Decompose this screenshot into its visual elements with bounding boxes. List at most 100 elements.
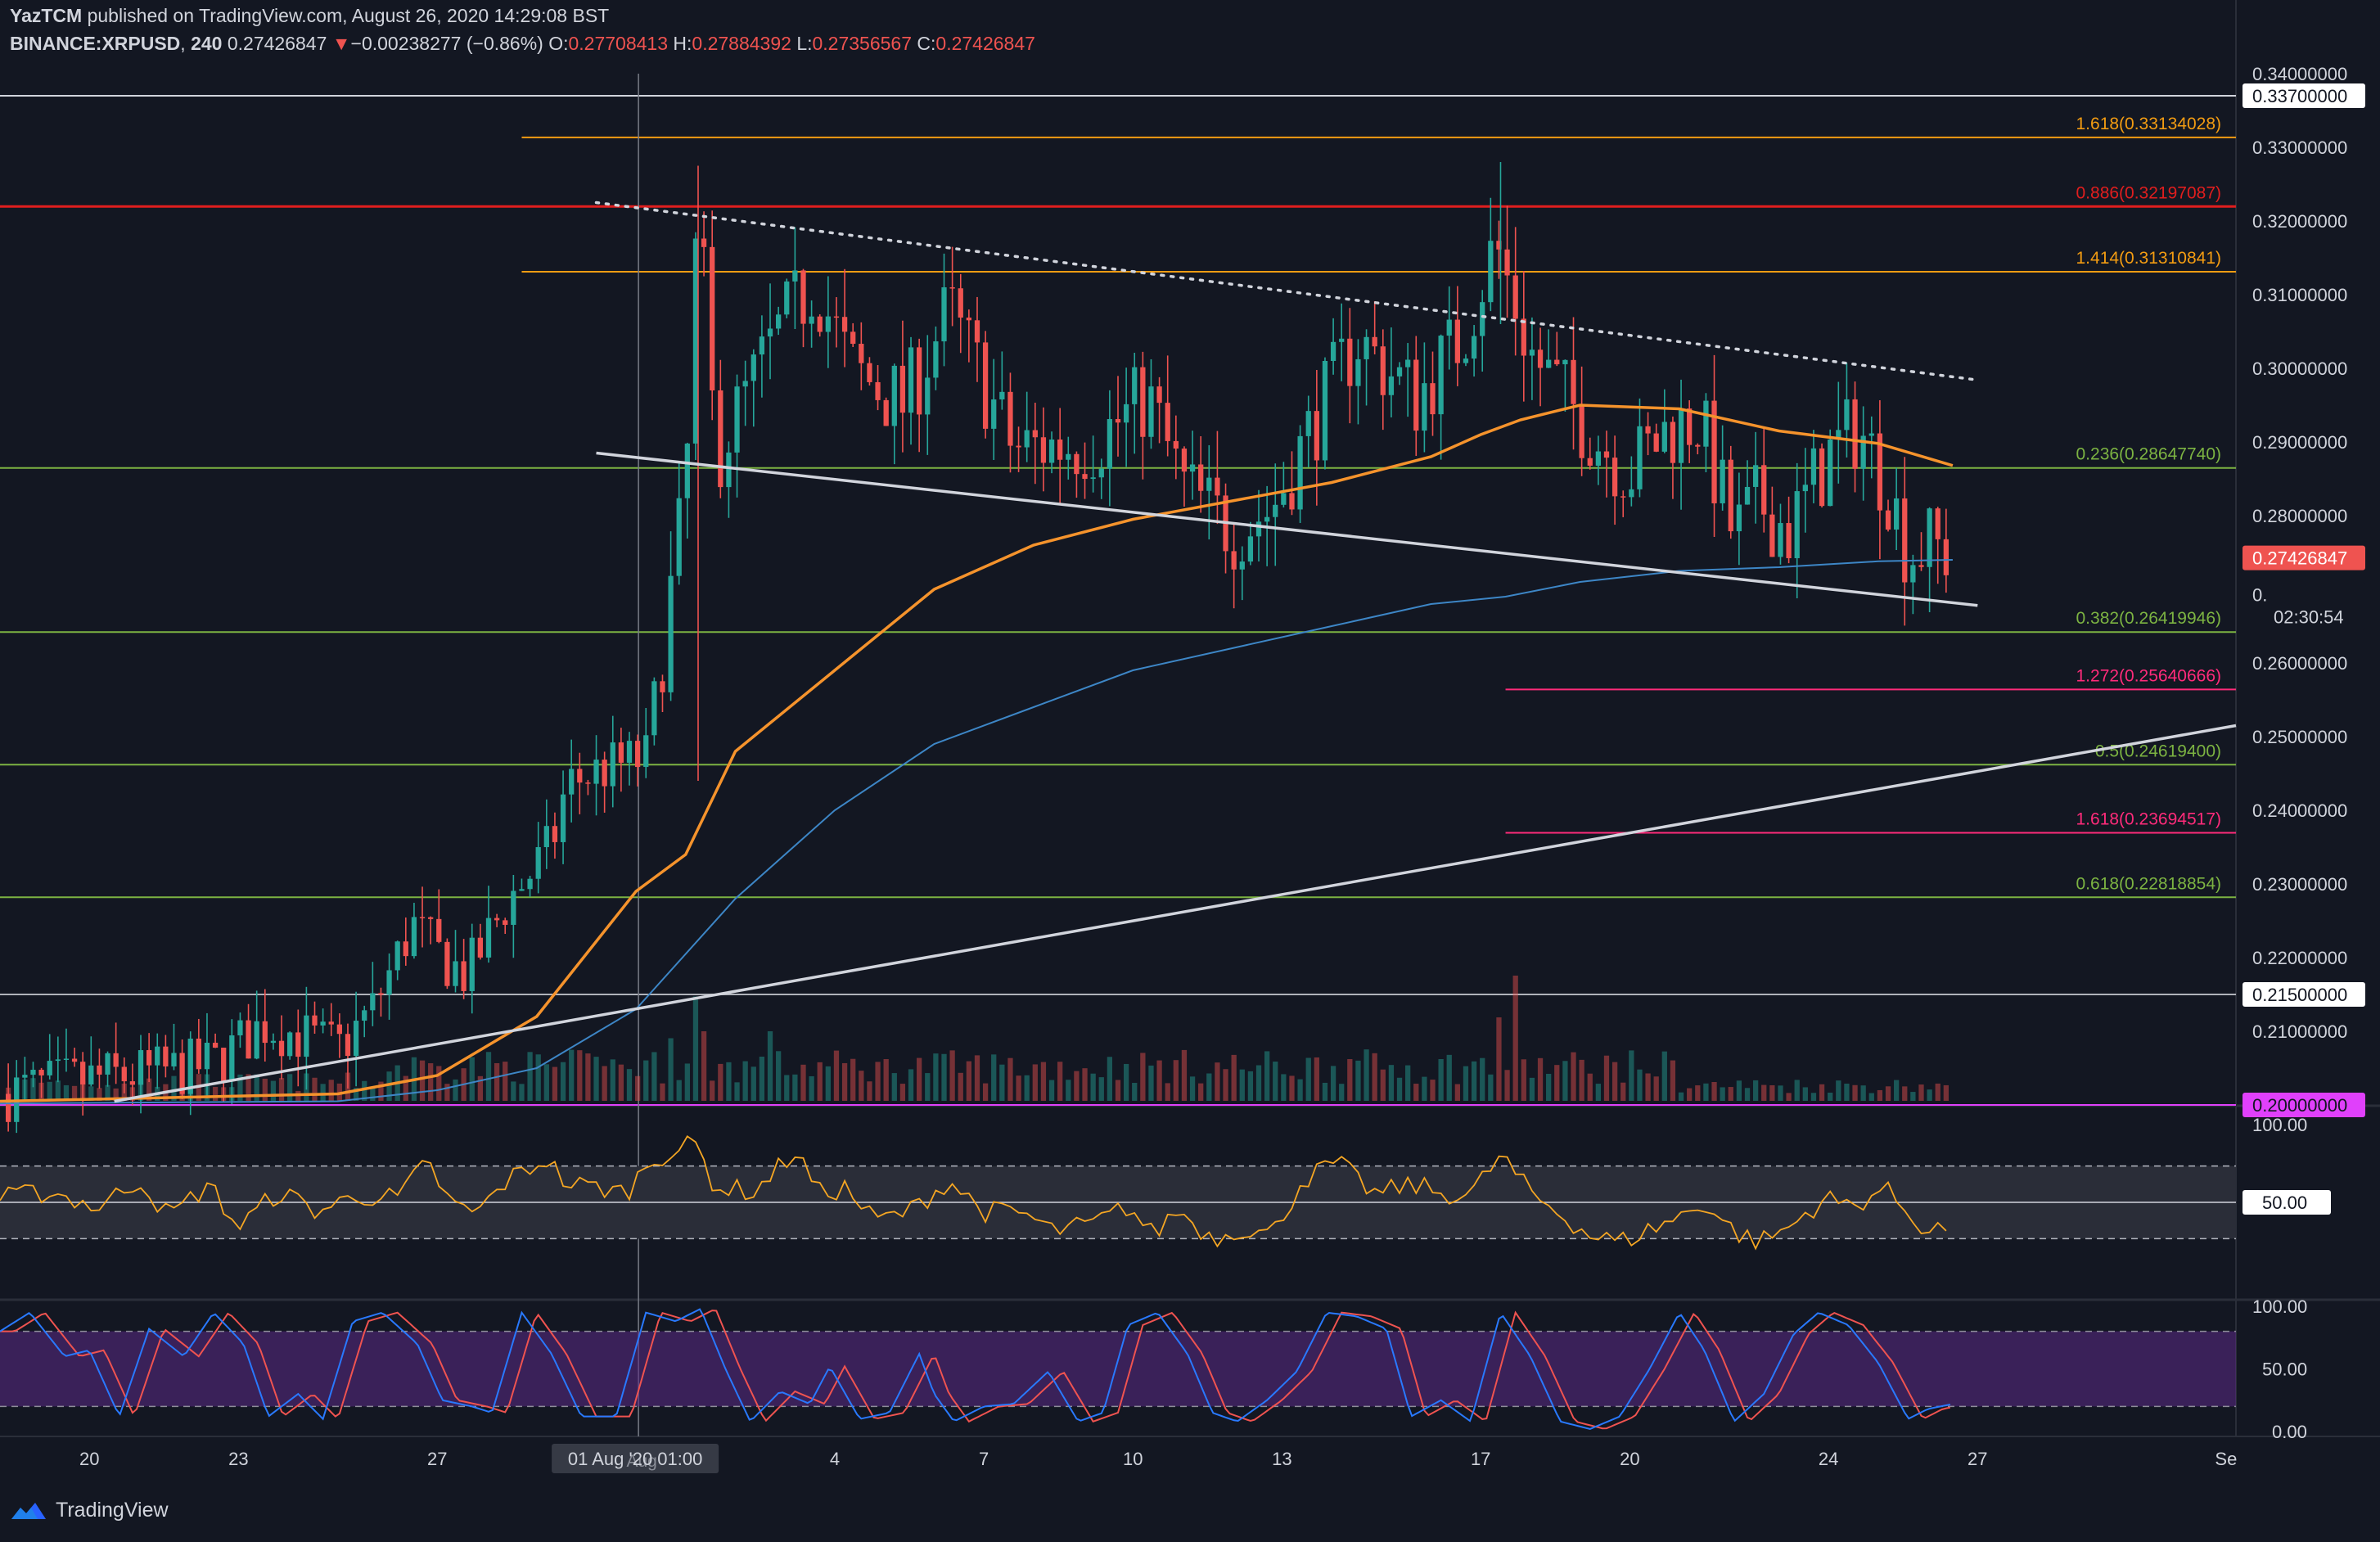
symbol-name[interactable]: BINANCE:XRPUSD (10, 33, 181, 54)
volume-bar (676, 1080, 682, 1101)
candle-body (660, 681, 665, 692)
volume-bar (850, 1058, 856, 1101)
candle-body (1231, 551, 1237, 570)
candle-body (974, 320, 980, 343)
price-change: −0.00238277 (−0.86%) (350, 33, 543, 54)
open-value: 0.27708413 (568, 33, 669, 54)
candle-body (270, 1040, 277, 1044)
volume-bar (949, 1050, 955, 1101)
volume-bar (726, 1062, 732, 1101)
candle-body (1007, 391, 1013, 446)
tradingview-logo-icon (11, 1503, 46, 1519)
candle-body (1868, 433, 1874, 436)
volume-bar (1189, 1076, 1196, 1101)
interval[interactable]: 240 (191, 33, 223, 54)
volume-bar (899, 1084, 906, 1101)
volume-bar (1554, 1065, 1560, 1101)
volume-bar (485, 1052, 492, 1101)
candle-body (1629, 489, 1634, 498)
candle-body (1396, 367, 1403, 376)
volume-bar (1537, 1057, 1544, 1101)
volume-bar (1372, 1053, 1377, 1101)
candle-body (1852, 399, 1858, 469)
candle-body (1239, 561, 1245, 570)
candle-body (419, 917, 426, 918)
volume-bar (634, 1075, 641, 1101)
volume-bar (436, 1066, 442, 1101)
candle-body (155, 1046, 160, 1066)
volume-bar (610, 1059, 615, 1101)
candle-body (1132, 367, 1138, 404)
candle-body (966, 318, 972, 321)
volume-bar (444, 1084, 450, 1101)
candle-body (1761, 465, 1767, 515)
candle-body (1512, 275, 1518, 319)
candle-body (1463, 358, 1469, 363)
candle-body (1322, 360, 1328, 461)
candle-body (1140, 367, 1146, 437)
volume-bar (734, 1082, 740, 1101)
stoch-band (0, 1331, 2236, 1407)
candle-body (312, 1015, 318, 1026)
volume-bar (1927, 1089, 1932, 1101)
candle-body (1687, 408, 1693, 445)
candle-body (1273, 504, 1278, 517)
rsi-50-badge (2243, 1190, 2331, 1215)
level-label: 0.618(0.22818854) (2076, 874, 2222, 893)
candle-body (47, 1061, 52, 1075)
published-text: published on TradingView.com, August 26,… (87, 5, 610, 26)
candle-body (403, 941, 408, 957)
volume-bar (1695, 1085, 1701, 1101)
volume-bar (692, 996, 699, 1101)
price-tick-label: 0.26000000 (2252, 653, 2347, 674)
candle-body (1372, 336, 1377, 347)
crosshair-time-badge (552, 1444, 719, 1473)
candle-body (593, 760, 599, 784)
publish-line: YazTCM published on TradingView.com, Aug… (10, 5, 609, 27)
candle-body (386, 970, 392, 995)
candle-body (246, 1020, 251, 1059)
volume-bar (1215, 1062, 1220, 1101)
volume-bar (867, 1081, 872, 1101)
volume-bar (569, 1049, 575, 1101)
candle-body (88, 1065, 94, 1084)
price-badge (2243, 582, 2365, 630)
volume-bar (519, 1084, 525, 1101)
author-name[interactable]: YazTCM (10, 5, 83, 26)
volume-bar (262, 1078, 268, 1101)
volume-bar (129, 1087, 136, 1101)
down-arrow-icon: ▼ (331, 33, 351, 54)
ma-100-line (0, 404, 1954, 1103)
volume-bar (47, 1081, 52, 1101)
volume-bar (278, 1078, 285, 1101)
candle-body (552, 826, 558, 842)
candle-body (1405, 359, 1411, 367)
volume-bar (1388, 1065, 1395, 1101)
candle-body (1645, 426, 1651, 434)
volume-bar (1048, 1080, 1055, 1101)
tradingview-brand[interactable]: TradingView (10, 1498, 169, 1522)
brand-name: TradingView (56, 1498, 169, 1522)
candle-body (1927, 508, 1932, 567)
volume-bar (1273, 1062, 1278, 1101)
price-tick-label: 0.24000000 (2252, 800, 2347, 821)
candle-body (560, 794, 566, 842)
volume-bar (1413, 1084, 1419, 1101)
high-value: 0.27884392 (692, 33, 791, 54)
candle-body (1819, 448, 1825, 507)
candle-body (503, 920, 508, 925)
volume-bar (809, 1075, 814, 1101)
price-badge-text: 0. (2252, 585, 2267, 606)
volume-bar (1231, 1054, 1237, 1101)
candle-body (1148, 386, 1154, 437)
candle-body (569, 769, 575, 795)
volume-bar (1736, 1080, 1742, 1101)
volume-bar (1587, 1073, 1593, 1101)
candle-body (1380, 346, 1386, 395)
price-tick-label: 0.23000000 (2252, 874, 2347, 895)
volume-bar (891, 1073, 897, 1101)
volume-bar (1173, 1060, 1179, 1101)
volume-bar (1396, 1077, 1403, 1101)
volume-bar (1935, 1083, 1941, 1101)
